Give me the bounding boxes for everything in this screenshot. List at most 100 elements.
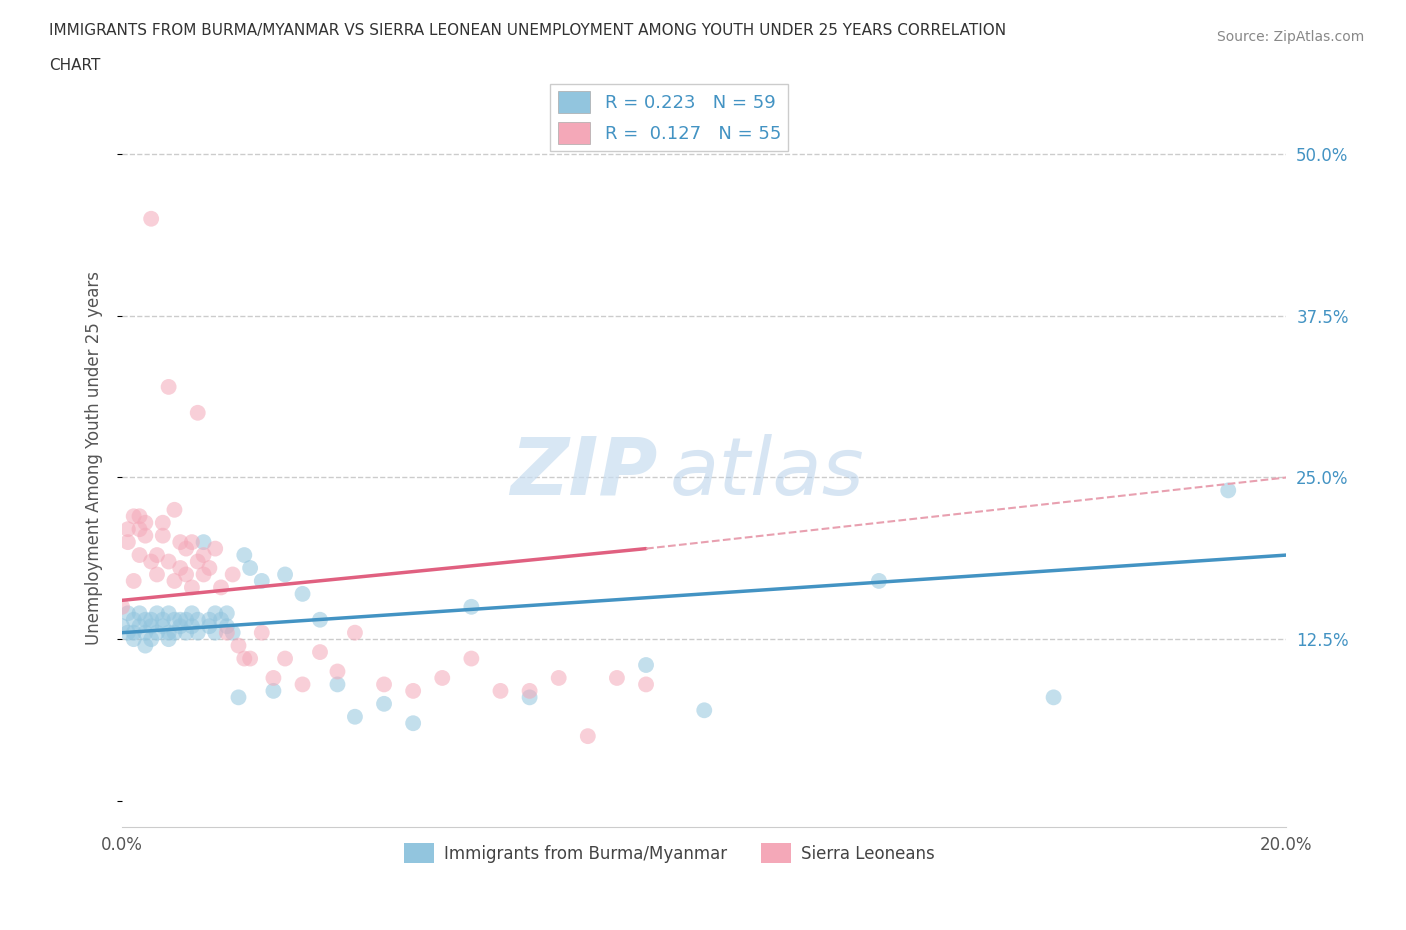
Point <box>152 515 174 530</box>
Point <box>547 671 569 685</box>
Point <box>141 631 163 646</box>
Point <box>146 605 169 620</box>
Point <box>180 535 202 550</box>
Point <box>274 567 297 582</box>
Point <box>169 561 191 576</box>
Point <box>163 502 186 517</box>
Point <box>209 612 232 627</box>
Point <box>204 625 226 640</box>
Point <box>134 638 156 653</box>
Point <box>250 574 273 589</box>
Point <box>134 515 156 530</box>
Point <box>1218 483 1240 498</box>
Point <box>519 690 541 705</box>
Point <box>209 580 232 595</box>
Point <box>193 567 215 582</box>
Point <box>1042 690 1064 705</box>
Point <box>489 684 512 698</box>
Point <box>274 651 297 666</box>
Point <box>402 716 425 731</box>
Point <box>193 535 215 550</box>
Point <box>198 618 221 633</box>
Point <box>152 618 174 633</box>
Point <box>250 625 273 640</box>
Point <box>193 548 215 563</box>
Point <box>111 599 134 614</box>
Point <box>239 561 262 576</box>
Point <box>204 605 226 620</box>
Point <box>117 605 139 620</box>
Point <box>128 522 150 537</box>
Point <box>868 574 890 589</box>
Point <box>152 612 174 627</box>
Point <box>187 625 209 640</box>
Point <box>111 618 134 633</box>
Point <box>215 605 238 620</box>
Point <box>233 548 256 563</box>
Point <box>262 671 284 685</box>
Point <box>128 548 150 563</box>
Point <box>239 651 262 666</box>
Point <box>157 625 180 640</box>
Point <box>204 541 226 556</box>
Point <box>198 612 221 627</box>
Point <box>128 618 150 633</box>
Point <box>141 618 163 633</box>
Point <box>634 658 657 672</box>
Point <box>180 618 202 633</box>
Point <box>291 677 314 692</box>
Point <box>169 612 191 627</box>
Point <box>122 612 145 627</box>
Point <box>343 710 366 724</box>
Point <box>152 528 174 543</box>
Text: CHART: CHART <box>49 58 101 73</box>
Point <box>215 618 238 633</box>
Point <box>122 625 145 640</box>
Point <box>157 605 180 620</box>
Point <box>157 554 180 569</box>
Point <box>215 625 238 640</box>
Point <box>117 625 139 640</box>
Point <box>693 703 716 718</box>
Point <box>291 587 314 602</box>
Text: ZIP: ZIP <box>510 433 658 512</box>
Point <box>117 522 139 537</box>
Point <box>141 612 163 627</box>
Point <box>146 625 169 640</box>
Y-axis label: Unemployment Among Youth under 25 years: Unemployment Among Youth under 25 years <box>86 271 103 645</box>
Point <box>309 612 332 627</box>
Point <box>180 580 202 595</box>
Point <box>262 684 284 698</box>
Point <box>180 605 202 620</box>
Point <box>117 535 139 550</box>
Text: atlas: atlas <box>669 433 865 512</box>
Point <box>228 690 250 705</box>
Point <box>402 684 425 698</box>
Legend: Immigrants from Burma/Myanmar, Sierra Leoneans: Immigrants from Burma/Myanmar, Sierra Le… <box>398 836 941 870</box>
Point <box>163 612 186 627</box>
Point <box>343 625 366 640</box>
Point <box>141 554 163 569</box>
Point <box>221 625 243 640</box>
Point <box>187 405 209 420</box>
Point <box>221 567 243 582</box>
Point <box>169 535 191 550</box>
Point <box>169 618 191 633</box>
Point <box>198 561 221 576</box>
Point <box>519 684 541 698</box>
Point <box>228 638 250 653</box>
Point <box>174 625 197 640</box>
Point <box>187 554 209 569</box>
Point <box>326 664 349 679</box>
Text: Source: ZipAtlas.com: Source: ZipAtlas.com <box>1216 30 1364 44</box>
Point <box>460 599 482 614</box>
Point <box>141 211 163 226</box>
Point <box>122 509 145 524</box>
Point <box>128 509 150 524</box>
Point <box>634 677 657 692</box>
Point <box>460 651 482 666</box>
Point <box>157 631 180 646</box>
Text: IMMIGRANTS FROM BURMA/MYANMAR VS SIERRA LEONEAN UNEMPLOYMENT AMONG YOUTH UNDER 2: IMMIGRANTS FROM BURMA/MYANMAR VS SIERRA … <box>49 23 1007 38</box>
Point <box>309 644 332 659</box>
Point <box>146 567 169 582</box>
